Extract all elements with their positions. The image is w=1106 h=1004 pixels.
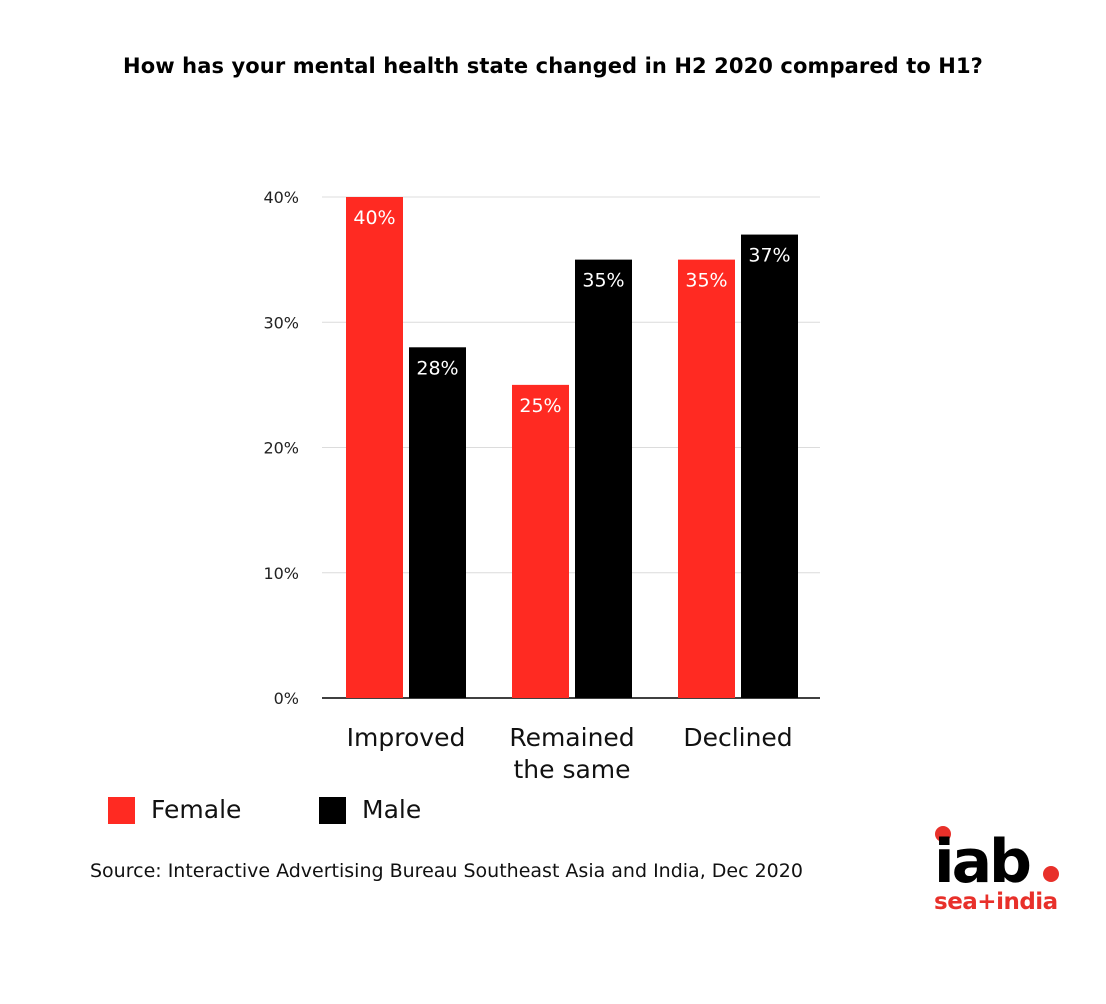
data-label-male: 37% xyxy=(748,245,790,267)
data-label-female: 40% xyxy=(353,207,395,229)
legend-label-male: Male xyxy=(362,795,422,824)
bar-female xyxy=(512,384,569,698)
data-label-female: 25% xyxy=(519,395,561,417)
y-tick-label: 40% xyxy=(263,188,299,207)
data-labels: 40% 25% 35% 28% 35% 37% xyxy=(353,207,790,417)
x-category-label: Improved xyxy=(347,723,466,752)
bars xyxy=(346,197,798,698)
x-category-label: Declined xyxy=(683,723,792,752)
logo-sub-text: sea+india xyxy=(934,889,1058,915)
logo-dot-right xyxy=(1043,866,1059,882)
y-axis-ticks: 0% 10% 20% 30% 40% xyxy=(263,188,299,708)
x-axis-categories: Improved Remained the same Declined xyxy=(347,723,793,784)
y-tick-label: 20% xyxy=(263,439,299,458)
logo-dot-left xyxy=(935,826,951,842)
legend-swatch-male xyxy=(319,797,346,824)
y-tick-label: 30% xyxy=(263,313,299,332)
bar-female xyxy=(346,197,403,698)
legend-swatch-female xyxy=(108,797,135,824)
bar-male xyxy=(409,347,466,698)
y-tick-label: 10% xyxy=(263,564,299,583)
source-note: Source: Interactive Advertising Bureau S… xyxy=(90,860,803,882)
bar-chart: 0% 10% 20% 30% 40% 40% 25% 35% 28% 35% 37% Improv… xyxy=(263,188,820,784)
data-label-female: 35% xyxy=(685,270,727,292)
iab-logo: iab sea+india xyxy=(934,826,1059,915)
data-label-male: 35% xyxy=(582,270,624,292)
chart-title: How has your mental health state changed… xyxy=(123,54,983,78)
logo-main-text: iab xyxy=(934,827,1030,897)
bar-male xyxy=(741,234,798,698)
data-label-male: 28% xyxy=(416,357,458,379)
bar-male xyxy=(575,259,632,698)
bar-female xyxy=(678,259,735,698)
x-category-label: Remained the same xyxy=(509,723,634,784)
gridlines xyxy=(322,196,820,699)
legend-label-female: Female xyxy=(151,795,242,824)
y-tick-label: 0% xyxy=(274,689,299,708)
